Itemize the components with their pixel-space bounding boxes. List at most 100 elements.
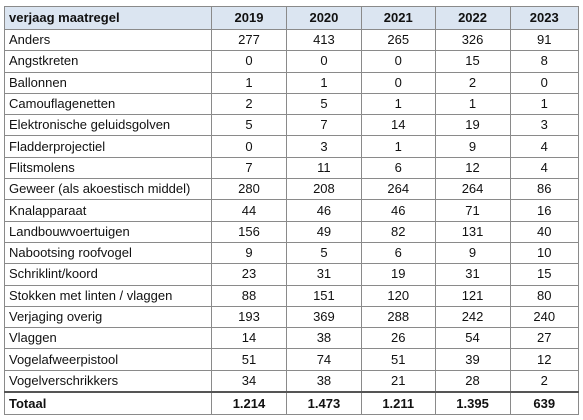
- header-cell: 2021: [360, 6, 436, 30]
- header-cell: 2022: [434, 6, 511, 30]
- value-cell: 0: [211, 50, 287, 73]
- value-cell: 54: [434, 327, 511, 350]
- value-cell: 80: [509, 284, 580, 307]
- row-label: Nabootsing roofvogel: [4, 241, 212, 265]
- row-label: Knalapparaat: [4, 199, 212, 222]
- value-cell: 1: [211, 71, 287, 94]
- value-cell: 51: [360, 348, 436, 371]
- value-cell: 0: [360, 50, 436, 73]
- row-label: Vlaggen: [4, 327, 212, 350]
- value-cell: 9: [434, 135, 511, 158]
- row-label: Stokken met linten / vlaggen: [4, 284, 212, 307]
- value-cell: 7: [211, 156, 287, 180]
- value-cell: 1.395: [434, 391, 511, 416]
- table-row: Verjaging overig 193 369 288 242 240: [4, 305, 580, 329]
- value-cell: 51: [211, 348, 287, 371]
- value-cell: 3: [509, 114, 580, 137]
- value-cell: 34: [211, 369, 287, 393]
- value-cell: 326: [434, 28, 511, 52]
- row-label: Verjaging overig: [4, 305, 212, 329]
- value-cell: 6: [360, 241, 436, 265]
- value-cell: 264: [360, 178, 436, 201]
- row-label: Anders: [4, 28, 212, 52]
- row-label: Landbouwvoertuigen: [4, 220, 212, 243]
- value-cell: 49: [285, 220, 362, 243]
- value-cell: 46: [360, 199, 436, 222]
- value-cell: 1.211: [360, 391, 436, 416]
- value-cell: 121: [434, 284, 511, 307]
- value-cell: 19: [434, 114, 511, 137]
- table-row: Fladderprojectiel 0 3 1 9 4: [4, 135, 580, 158]
- value-cell: 4: [509, 156, 580, 180]
- value-cell: 369: [285, 305, 362, 329]
- row-label: Camouflagenetten: [4, 92, 212, 116]
- value-cell: 23: [211, 263, 287, 286]
- value-cell: 44: [211, 199, 287, 222]
- header-cell: 2023: [509, 6, 580, 30]
- value-cell: 7: [285, 114, 362, 137]
- value-cell: 277: [211, 28, 287, 52]
- row-label: Elektronische geluidsgolven: [4, 114, 212, 137]
- table-row: Flitsmolens 7 11 6 12 4: [4, 156, 580, 180]
- header-row: verjaag maatregel 2019 2020 2021 2022 2023: [4, 6, 580, 30]
- value-cell: 156: [211, 220, 287, 243]
- value-cell: 16: [509, 199, 580, 222]
- value-cell: 14: [211, 327, 287, 350]
- value-cell: 1: [285, 71, 362, 94]
- value-cell: 240: [509, 305, 580, 329]
- table-row: Camouflagenetten 2 5 1 1 1: [4, 92, 580, 116]
- value-cell: 413: [285, 28, 362, 52]
- value-cell: 27: [509, 327, 580, 350]
- value-cell: 31: [285, 263, 362, 286]
- value-cell: 91: [509, 28, 580, 52]
- value-cell: 10: [509, 241, 580, 265]
- value-cell: 242: [434, 305, 511, 329]
- value-cell: 5: [285, 92, 362, 116]
- value-cell: 4: [509, 135, 580, 158]
- value-cell: 11: [285, 156, 362, 180]
- value-cell: 12: [509, 348, 580, 371]
- value-cell: 264: [434, 178, 511, 201]
- value-cell: 3: [285, 135, 362, 158]
- value-cell: 120: [360, 284, 436, 307]
- row-label: Angstkreten: [4, 50, 212, 73]
- table-row: Stokken met linten / vlaggen 88 151 120 121 8…: [4, 284, 580, 307]
- value-cell: 0: [360, 71, 436, 94]
- value-cell: 46: [285, 199, 362, 222]
- value-cell: 39: [434, 348, 511, 371]
- table-row: Vogelverschrikkers 34 38 21 28 2: [4, 369, 580, 393]
- table: verjaag maatregel 2019 2020 2021 2022 2023 An…: [4, 6, 580, 416]
- value-cell: 9: [434, 241, 511, 265]
- value-cell: 265: [360, 28, 436, 52]
- table-row: Nabootsing roofvogel 9 5 6 9 10: [4, 241, 580, 265]
- value-cell: 38: [285, 327, 362, 350]
- row-label: Geweer (als akoestisch middel): [4, 178, 212, 201]
- value-cell: 0: [509, 71, 580, 94]
- value-cell: 193: [211, 305, 287, 329]
- table-body: Anders 277 413 265 326 91 Angstkreten 0 0 0 15 8 Bal…: [4, 28, 580, 416]
- header-cell: 2020: [285, 6, 362, 30]
- value-cell: 280: [211, 178, 287, 201]
- row-label: Vogelafweerpistool: [4, 348, 212, 371]
- row-label: Vogelverschrikkers: [4, 369, 212, 393]
- value-cell: 1: [434, 92, 511, 116]
- table-row: Knalapparaat 44 46 46 71 16: [4, 199, 580, 222]
- total-row: Totaal 1.214 1.473 1.211 1.395 639: [4, 391, 580, 416]
- value-cell: 1: [509, 92, 580, 116]
- value-cell: 8: [509, 50, 580, 73]
- value-cell: 88: [211, 284, 287, 307]
- value-cell: 26: [360, 327, 436, 350]
- row-label: Ballonnen: [4, 71, 212, 94]
- value-cell: 38: [285, 369, 362, 393]
- row-label: Totaal: [4, 391, 212, 416]
- value-cell: 71: [434, 199, 511, 222]
- value-cell: 0: [285, 50, 362, 73]
- table-row: Vogelafweerpistool 51 74 51 39 12: [4, 348, 580, 371]
- value-cell: 0: [211, 135, 287, 158]
- value-cell: 15: [434, 50, 511, 73]
- value-cell: 1: [360, 92, 436, 116]
- value-cell: 40: [509, 220, 580, 243]
- table-row: Angstkreten 0 0 0 15 8: [4, 50, 580, 73]
- value-cell: 151: [285, 284, 362, 307]
- value-cell: 86: [509, 178, 580, 201]
